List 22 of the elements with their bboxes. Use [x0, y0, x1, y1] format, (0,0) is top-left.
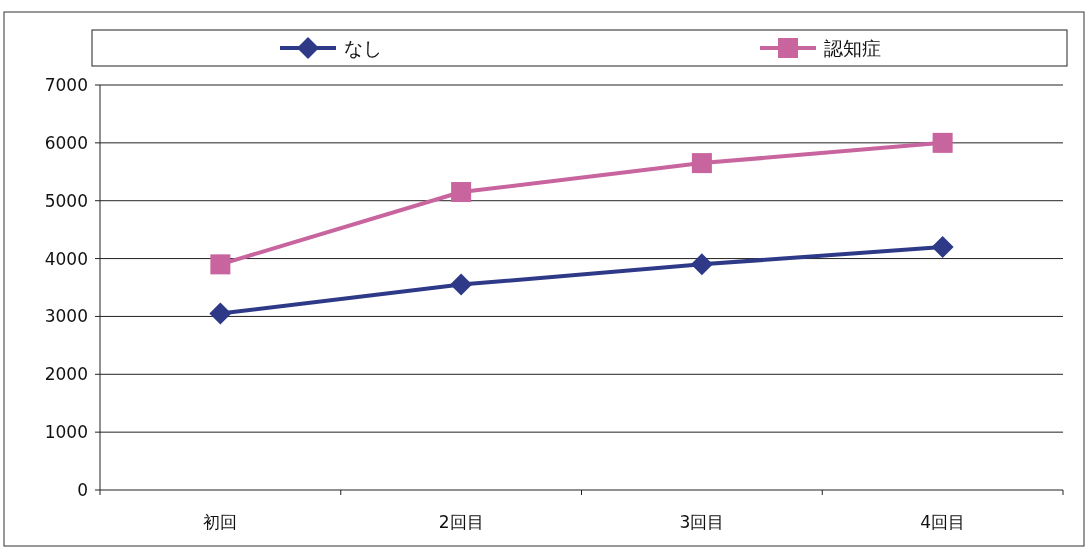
- y-tick-label: 4000: [44, 248, 88, 269]
- x-tick-label: 4回目: [920, 512, 966, 532]
- y-tick-label: 0: [77, 480, 88, 500]
- point: [451, 182, 472, 203]
- x-tick-label: 3回目: [679, 512, 725, 532]
- point: [691, 153, 712, 174]
- y-tick-label: 3000: [44, 306, 88, 327]
- point: [450, 273, 473, 296]
- x-tick-label: 2回目: [438, 512, 484, 532]
- y-tick-label: 2000: [44, 364, 88, 385]
- point: [931, 236, 954, 258]
- x-tick-label: 初回: [203, 512, 238, 532]
- point: [210, 254, 231, 275]
- legend-label: 認知症: [824, 37, 881, 59]
- point: [932, 132, 953, 153]
- y-tick-label: 7000: [44, 75, 88, 95]
- y-tick-label: 5000: [44, 190, 88, 211]
- y-tick-label: 6000: [44, 132, 88, 153]
- y-tick-label: 1000: [44, 422, 88, 443]
- legend-label: なし: [344, 37, 382, 59]
- point: [690, 253, 713, 276]
- point: [209, 302, 232, 325]
